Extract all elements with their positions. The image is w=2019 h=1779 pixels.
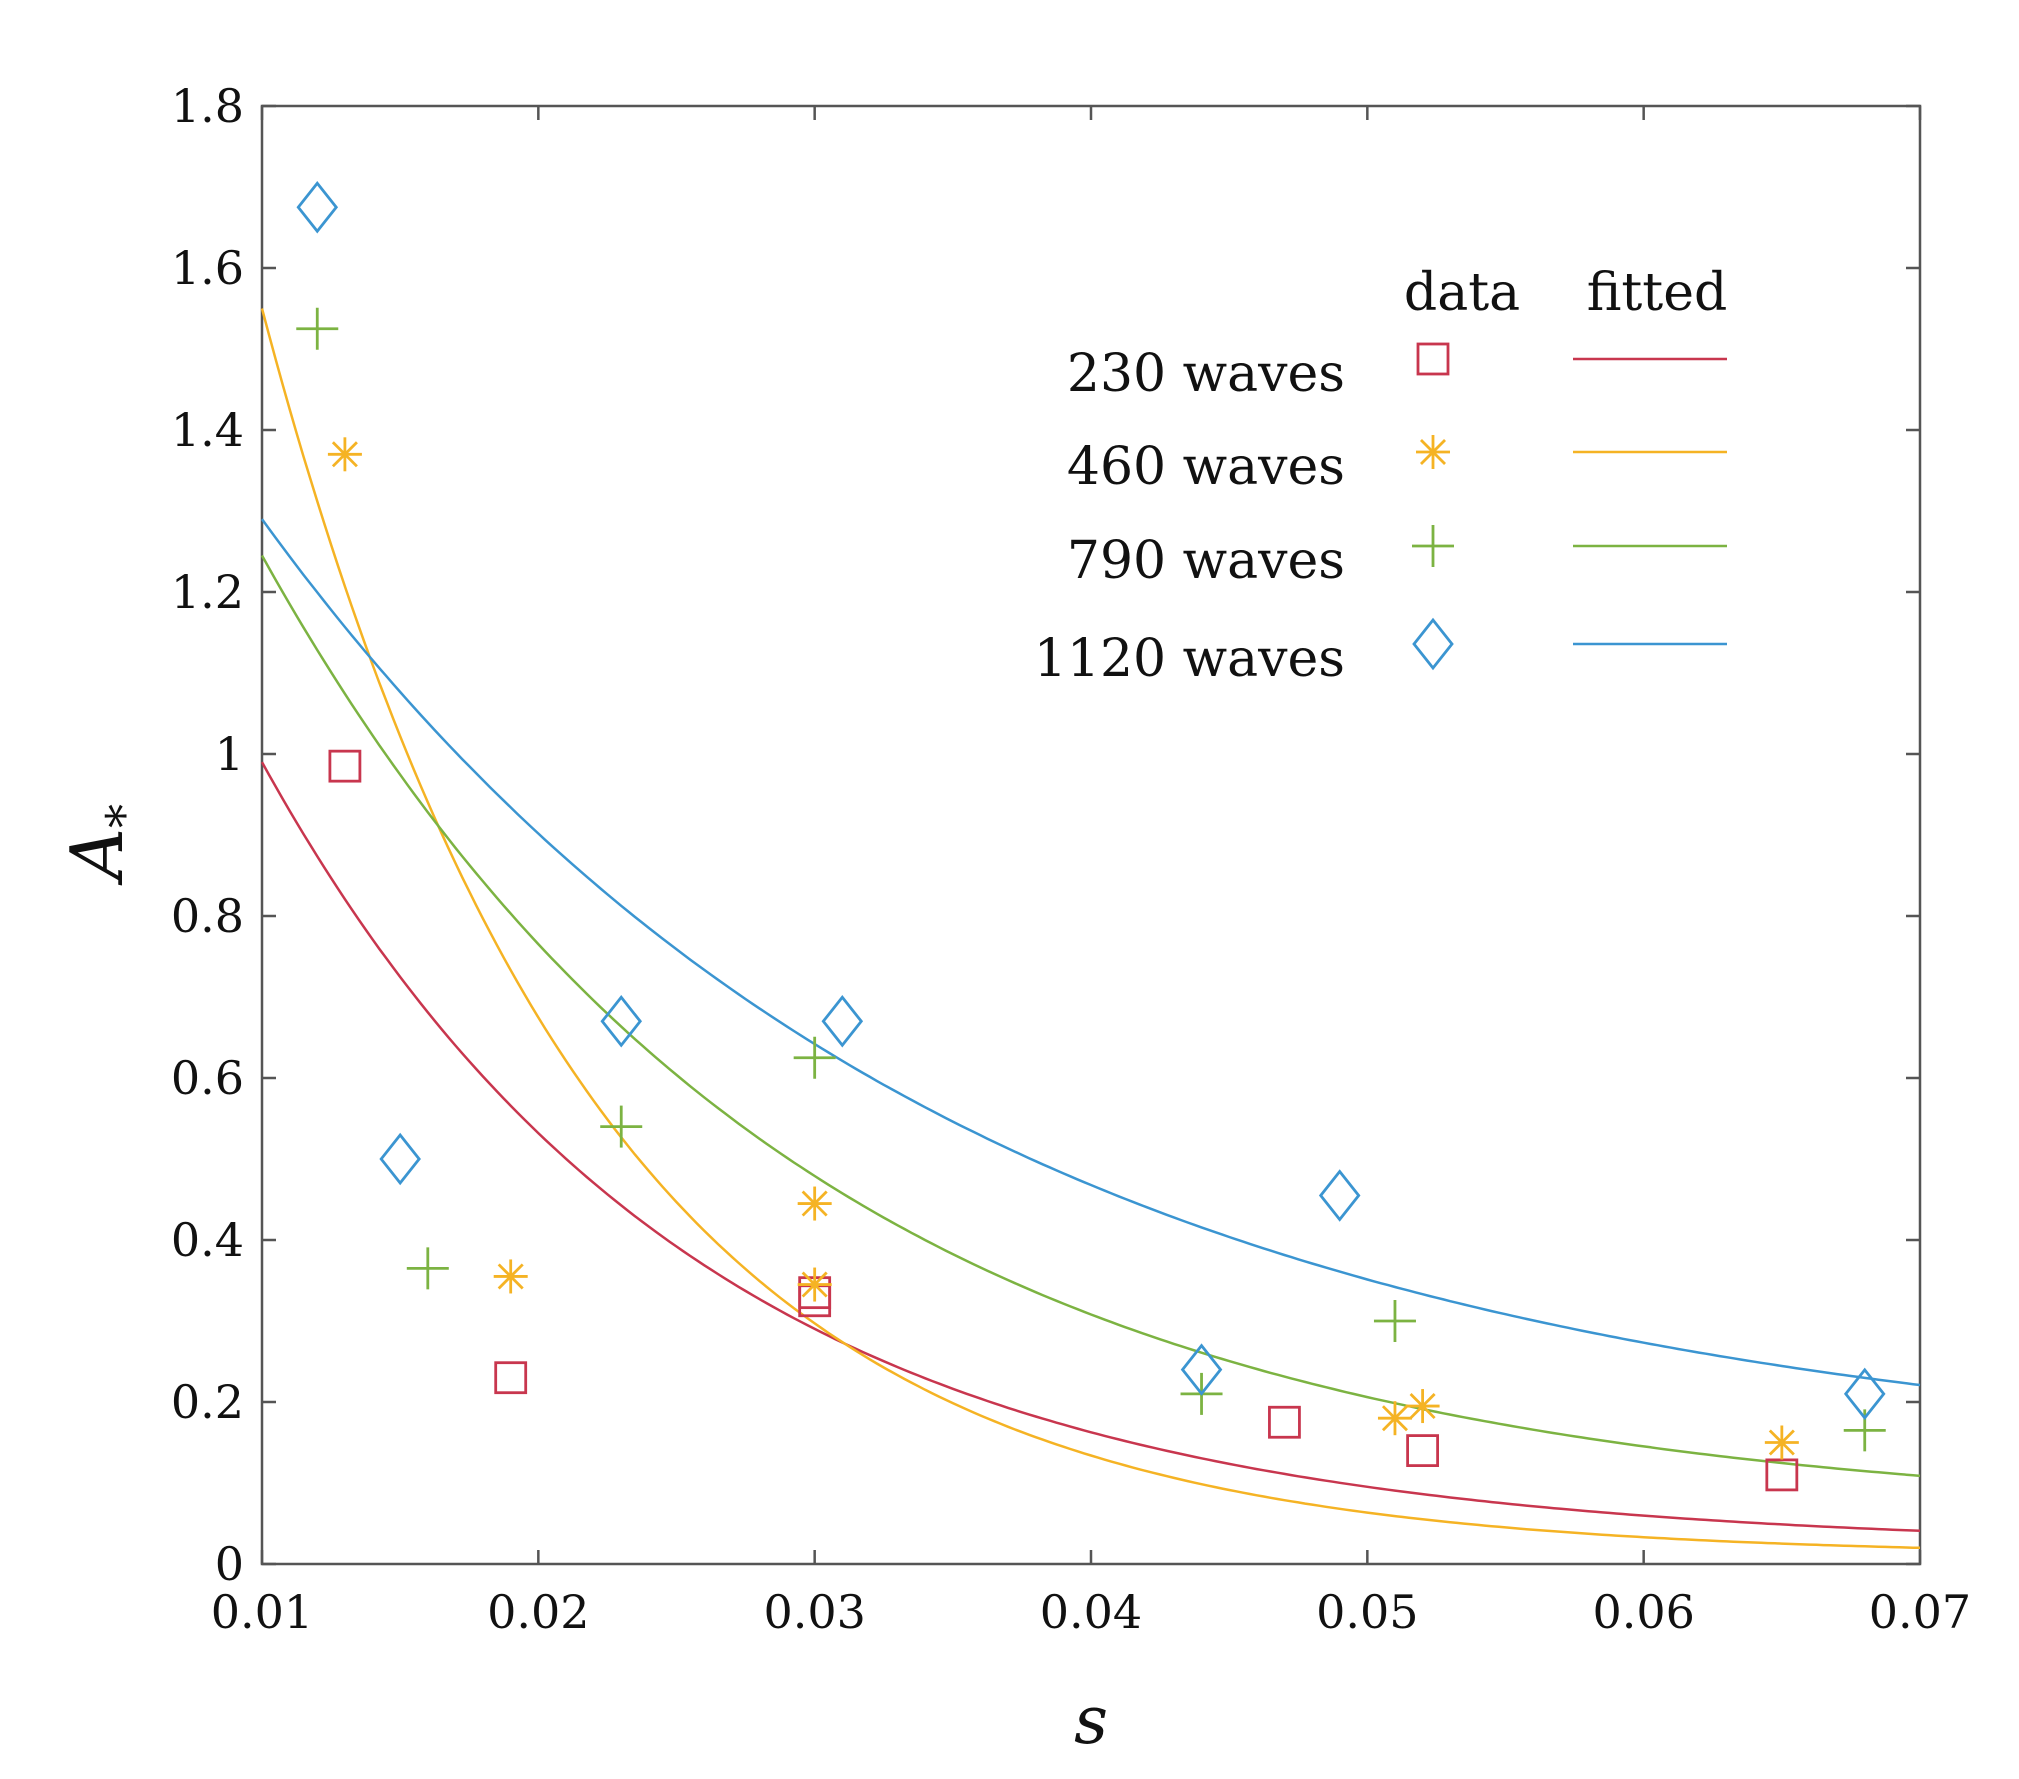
asterisk-stroke bbox=[331, 441, 358, 468]
data-point-diamond bbox=[1843, 1367, 1886, 1421]
data-point-plus bbox=[793, 1036, 836, 1079]
data-point-diamond bbox=[1318, 1169, 1361, 1222]
data-point-asterisk bbox=[1764, 1425, 1799, 1460]
fit-line-230-waves bbox=[260, 761, 1921, 1533]
asterisk-stroke bbox=[1381, 1405, 1408, 1432]
fit-line-460-waves bbox=[260, 308, 1921, 1550]
asterisk-stroke bbox=[1768, 1429, 1795, 1456]
data-point-diamond bbox=[296, 180, 339, 234]
y-tick-label: 0.4 bbox=[171, 1213, 244, 1267]
diamond-mark bbox=[379, 1132, 421, 1186]
x-tick-label: 0.04 bbox=[1040, 1585, 1142, 1639]
data-point-plus bbox=[1373, 1300, 1416, 1342]
data-point-diamond bbox=[1180, 1343, 1223, 1396]
asterisk-stroke bbox=[497, 1263, 524, 1290]
square-mark bbox=[1268, 1405, 1301, 1439]
data-point-plus bbox=[406, 1247, 449, 1290]
plot-frame bbox=[260, 104, 1922, 1566]
y-tick-label: 1.2 bbox=[171, 565, 244, 619]
y-tick-label: 1 bbox=[215, 727, 244, 781]
axis-ticks bbox=[260, 104, 1922, 1566]
square-mark bbox=[328, 749, 362, 783]
data-point-diamond bbox=[379, 1132, 421, 1186]
square-mark bbox=[1416, 342, 1450, 376]
x-axis-label: s bbox=[1074, 1682, 1108, 1759]
data-point-asterisk bbox=[493, 1259, 528, 1294]
diamond-mark bbox=[1180, 1343, 1223, 1396]
y-tick-label: 0.6 bbox=[171, 1051, 244, 1105]
x-tick-label: 0.01 bbox=[211, 1585, 313, 1639]
legend-label: 790 waves bbox=[1067, 531, 1345, 591]
data-point-square bbox=[494, 1361, 528, 1395]
fit-lines bbox=[260, 308, 1921, 1550]
legend-header-fitted: fitted bbox=[1587, 263, 1728, 323]
legend-label: 230 waves bbox=[1067, 344, 1345, 404]
legend: data fitted 230 waves 460 waves 790 waves 1… bbox=[1034, 263, 1727, 689]
diamond-mark bbox=[1843, 1367, 1886, 1421]
diamond-mark bbox=[1412, 617, 1454, 671]
y-axis-label-main: A bbox=[55, 828, 139, 886]
data-point-asterisk bbox=[797, 1186, 832, 1221]
x-tick-label: 0.02 bbox=[487, 1585, 589, 1639]
data-markers bbox=[296, 180, 1886, 1492]
y-tick-labels: 0 0.2 0.4 0.6 0.8 1 1.2 1.4 1.6 1.8 bbox=[171, 79, 244, 1591]
square-mark bbox=[1406, 1434, 1439, 1467]
y-tick-label: 0.2 bbox=[171, 1375, 244, 1429]
data-point-square bbox=[1268, 1405, 1301, 1439]
data-point-asterisk bbox=[797, 1267, 832, 1302]
legend-marker-diamond bbox=[1412, 617, 1454, 671]
y-axis-label: A* bbox=[55, 804, 152, 886]
square-mark bbox=[494, 1361, 528, 1395]
y-tick-label: 1.8 bbox=[171, 79, 244, 133]
data-point-diamond bbox=[821, 995, 864, 1048]
diamond-mark bbox=[1318, 1169, 1361, 1222]
y-tick-label: 0.8 bbox=[171, 889, 244, 943]
x-tick-label: 0.05 bbox=[1316, 1585, 1418, 1639]
asterisk-stroke bbox=[1409, 1393, 1436, 1420]
x-tick-label: 0.07 bbox=[1869, 1585, 1971, 1639]
data-point-asterisk bbox=[1405, 1389, 1440, 1424]
y-axis-label-subscript: * bbox=[96, 804, 152, 828]
x-tick-labels: 0.01 0.02 0.03 0.04 0.05 0.06 0.07 bbox=[211, 1585, 1971, 1639]
data-point-plus bbox=[296, 307, 339, 350]
y-tick-label: 0 bbox=[215, 1537, 244, 1591]
diamond-mark bbox=[821, 995, 864, 1048]
square-mark bbox=[1765, 1458, 1799, 1492]
diamond-mark bbox=[600, 995, 643, 1048]
y-tick-label: 1.4 bbox=[171, 403, 244, 457]
fit-line-1120-waves bbox=[260, 518, 1921, 1387]
legend-marker-square bbox=[1416, 342, 1450, 376]
legend-label: 1120 waves bbox=[1034, 629, 1345, 689]
data-point-asterisk bbox=[1377, 1401, 1412, 1436]
asterisk-stroke bbox=[801, 1190, 828, 1217]
legend-entries: 230 waves 460 waves 790 waves 1120 waves bbox=[1034, 342, 1727, 689]
legend-marker-asterisk bbox=[1416, 435, 1450, 469]
legend-header-data: data bbox=[1404, 263, 1520, 323]
data-point-square bbox=[1406, 1434, 1439, 1467]
legend-label: 460 waves bbox=[1067, 437, 1345, 497]
data-point-square bbox=[328, 749, 362, 783]
diamond-mark bbox=[296, 180, 339, 234]
legend-marker-plus bbox=[1412, 525, 1454, 567]
x-tick-label: 0.06 bbox=[1592, 1585, 1694, 1639]
data-point-diamond bbox=[600, 995, 643, 1048]
x-tick-label: 0.03 bbox=[763, 1585, 865, 1639]
asterisk-stroke bbox=[801, 1271, 828, 1298]
asterisk-stroke bbox=[1419, 438, 1447, 466]
data-point-square bbox=[1765, 1458, 1799, 1492]
fit-line-790-waves bbox=[260, 554, 1921, 1478]
svg-text:A*: A* bbox=[55, 804, 152, 886]
data-point-plus bbox=[600, 1105, 643, 1148]
y-tick-label: 1.6 bbox=[171, 241, 244, 295]
data-point-asterisk bbox=[327, 437, 362, 472]
